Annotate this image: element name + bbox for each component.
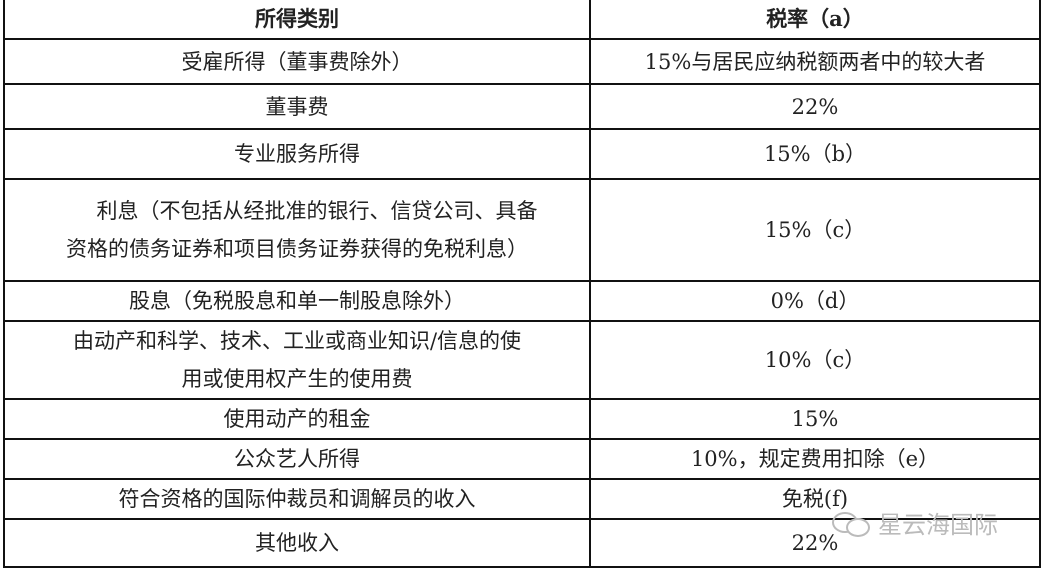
rate-cell: 15% [589,398,1041,440]
rate-cell: 0%（d） [589,280,1041,322]
category-cell: 公众艺人所得 [3,438,591,480]
category-line: 用或使用权产生的使用费 [181,367,413,391]
category-cell: 受雇所得（董事费除外） [3,38,591,85]
tax-rate-table: 所得类别 税率（a） 受雇所得（董事费除外） 15%与居民应纳税额两者中的较大者… [3,0,1041,568]
rate-cell: 10%，规定费用扣除（e） [589,438,1041,480]
category-cell: 利息（不包括从经批准的银行、信贷公司、具备 资格的债务证券和项目债务证券获得的免… [3,178,591,282]
table-row: 股息（免税股息和单一制股息除外） 0%（d） [3,280,1041,322]
rate-cell: 10%（c） [589,320,1041,400]
header-category: 所得类别 [3,0,591,40]
table-row: 利息（不包括从经批准的银行、信贷公司、具备 资格的债务证券和项目债务证券获得的免… [3,178,1041,282]
category-line: 资格的债务证券和项目债务证券获得的免税利息） [66,237,528,261]
table-row: 公众艺人所得 10%，规定费用扣除（e） [3,438,1041,480]
table-row: 董事费 22% [3,83,1041,130]
header-rate: 税率（a） [589,0,1041,40]
category-line: 利息（不包括从经批准的银行、信贷公司、具备 [96,199,538,223]
table-row: 受雇所得（董事费除外） 15%与居民应纳税额两者中的较大者 [3,38,1041,85]
rate-cell: 15%（c） [589,178,1041,282]
header-row: 所得类别 税率（a） [3,0,1041,40]
category-cell: 由动产和科学、技术、工业或商业知识/信息的使 用或使用权产生的使用费 [3,320,591,400]
rate-cell: 22% [589,518,1041,568]
category-line: 由动产和科学、技术、工业或商业知识/信息的使 [72,329,522,353]
table-row: 符合资格的国际仲裁员和调解员的收入 免税(f) [3,478,1041,520]
table-row: 专业服务所得 15%（b） [3,128,1041,180]
rate-cell: 15%（b） [589,128,1041,180]
table-row: 使用动产的租金 15% [3,398,1041,440]
category-cell: 股息（免税股息和单一制股息除外） [3,280,591,322]
rate-cell: 15%与居民应纳税额两者中的较大者 [589,38,1041,85]
category-cell: 专业服务所得 [3,128,591,180]
category-cell: 董事费 [3,83,591,130]
table-row: 由动产和科学、技术、工业或商业知识/信息的使 用或使用权产生的使用费 10%（c… [3,320,1041,400]
table-row: 其他收入 22% [3,518,1041,568]
category-cell: 符合资格的国际仲裁员和调解员的收入 [3,478,591,520]
rate-cell: 22% [589,83,1041,130]
rate-cell: 免税(f) [589,478,1041,520]
category-cell: 其他收入 [3,518,591,568]
category-cell: 使用动产的租金 [3,398,591,440]
